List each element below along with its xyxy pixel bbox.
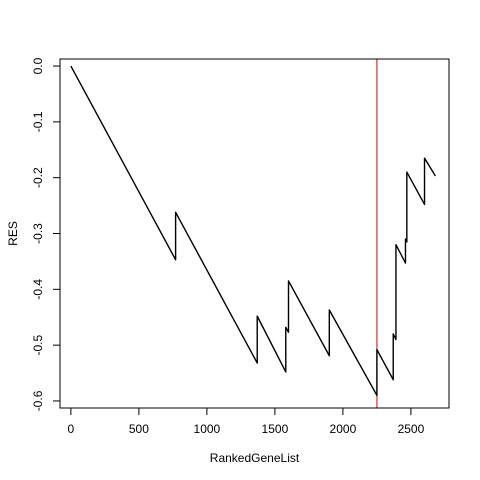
- x-tick-label: 0: [68, 422, 75, 436]
- x-tick-label: 1500: [262, 422, 289, 436]
- series-layer: [70, 65, 436, 397]
- x-tick-label: 500: [129, 422, 149, 436]
- x-axis: 0 500 1000 1500 2000 2500: [68, 408, 425, 436]
- series-line: [70, 65, 436, 397]
- y-tick-label: -0.5: [31, 334, 45, 355]
- y-tick-label: -0.1: [31, 111, 45, 132]
- y-tick-label: -0.6: [31, 390, 45, 411]
- y-tick-label: 0.0: [31, 57, 45, 74]
- y-tick-label: -0.2: [31, 167, 45, 188]
- y-axis: 0.0 -0.1 -0.2 -0.3 -0.4 -0.5 -0.6: [31, 57, 60, 411]
- x-axis-title: RankedGeneList: [210, 451, 300, 465]
- y-axis-title: RES: [6, 221, 20, 246]
- y-tick-label: -0.3: [31, 223, 45, 244]
- y-tick-label: -0.4: [31, 279, 45, 300]
- x-tick-label: 2000: [330, 422, 357, 436]
- x-tick-label: 1000: [194, 422, 221, 436]
- x-tick-label: 2500: [398, 422, 425, 436]
